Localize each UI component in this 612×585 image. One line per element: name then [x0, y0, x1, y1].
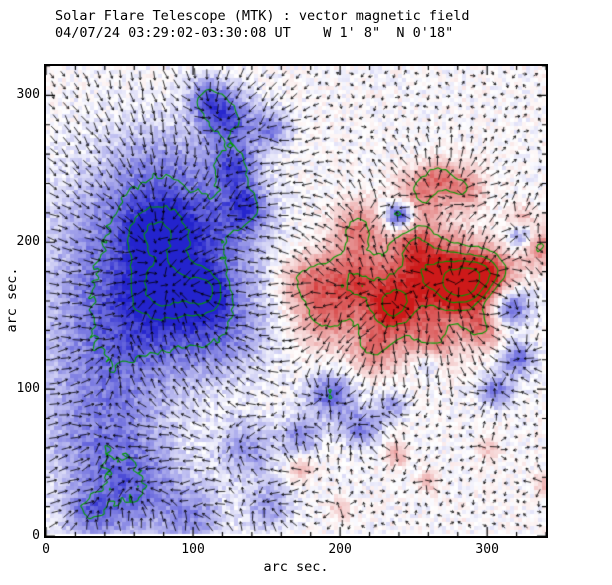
x-axis-label: arc sec.	[263, 559, 329, 575]
y-tick-label: 300	[16, 87, 40, 103]
magnetogram-canvas	[46, 66, 546, 536]
x-tick-label: 0	[42, 542, 50, 557]
figure-subtitle: 04/07/24 03:29:02-03:30:08 UT W 1' 8" N …	[55, 25, 454, 41]
y-tick-label: 100	[16, 381, 40, 397]
plot-frame	[44, 64, 548, 538]
x-tick-label: 100	[181, 542, 205, 557]
x-tick-label: 200	[328, 542, 352, 557]
y-tick-label: 200	[16, 234, 40, 250]
y-tick-label: 0	[32, 528, 40, 543]
x-tick-label: 300	[475, 542, 499, 557]
figure-title: Solar Flare Telescope (MTK) : vector mag…	[55, 8, 470, 24]
y-axis-label: arc sec.	[4, 267, 20, 333]
